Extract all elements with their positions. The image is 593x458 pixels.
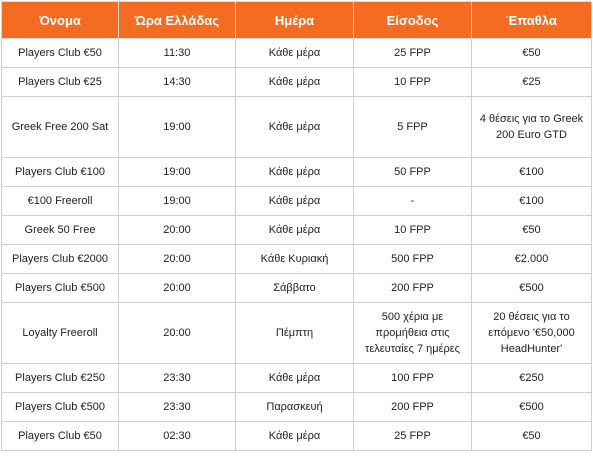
cell-entry: 25 FPP	[353, 38, 472, 68]
cell-name: Players Club €100	[1, 157, 119, 187]
cell-time: 14:30	[118, 67, 236, 97]
cell-name: Greek Free 200 Sat	[1, 96, 119, 158]
cell-name: Players Club €25	[1, 67, 119, 97]
cell-name: Players Club €50	[1, 38, 119, 68]
cell-time: 19:00	[118, 157, 236, 187]
cell-name: €100 Freeroll	[1, 186, 119, 216]
cell-time: 19:00	[118, 96, 236, 158]
cell-prize: €100	[471, 186, 592, 216]
cell-day: Κάθε μέρα	[235, 67, 354, 97]
cell-prize: €250	[471, 363, 592, 393]
cell-prize: €50	[471, 421, 592, 451]
cell-time: 20:00	[118, 302, 236, 364]
cell-prize: 4 θέσεις για το Greek 200 Euro GTD	[471, 96, 592, 158]
table-row: Players Club €50 11:30 Κάθε μέρα 25 FPP …	[1, 38, 592, 68]
table-row: Greek 50 Free 20:00 Κάθε μέρα 10 FPP €50	[1, 215, 592, 245]
table-row: Players Club €500 23:30 Παρασκευή 200 FP…	[1, 392, 592, 422]
cell-entry: 200 FPP	[353, 392, 472, 422]
cell-day: Κάθε μέρα	[235, 96, 354, 158]
table-row: Players Club €25 14:30 Κάθε μέρα 10 FPP …	[1, 67, 592, 97]
cell-entry: 10 FPP	[353, 67, 472, 97]
cell-time: 19:00	[118, 186, 236, 216]
cell-entry: 500 FPP	[353, 244, 472, 274]
header-name: Όνομα	[1, 1, 119, 39]
cell-name: Players Club €250	[1, 363, 119, 393]
cell-time: 20:00	[118, 215, 236, 245]
cell-entry: 10 FPP	[353, 215, 472, 245]
cell-prize: €500	[471, 392, 592, 422]
table-row: Players Club €250 23:30 Κάθε μέρα 100 FP…	[1, 363, 592, 393]
table-row: Greek Free 200 Sat 19:00 Κάθε μέρα 5 FPP…	[1, 96, 592, 158]
cell-prize: €100	[471, 157, 592, 187]
cell-name: Loyalty Freeroll	[1, 302, 119, 364]
cell-entry: 200 FPP	[353, 273, 472, 303]
cell-day: Σάββατο	[235, 273, 354, 303]
cell-day: Κάθε μέρα	[235, 421, 354, 451]
cell-time: 23:30	[118, 392, 236, 422]
table-row: Players Club €50 02:30 Κάθε μέρα 25 FPP …	[1, 421, 592, 451]
cell-day: Κάθε μέρα	[235, 186, 354, 216]
cell-entry: 25 FPP	[353, 421, 472, 451]
tournament-schedule-table: Όνομα Ώρα Ελλάδας Ημέρα Είσοδος Έπαθλα P…	[1, 1, 592, 451]
header-entry: Είσοδος	[353, 1, 472, 39]
cell-day: Κάθε μέρα	[235, 157, 354, 187]
header-day: Ημέρα	[235, 1, 354, 39]
cell-prize: €50	[471, 38, 592, 68]
cell-prize: €2.000	[471, 244, 592, 274]
cell-day: Κάθε μέρα	[235, 38, 354, 68]
cell-time: 02:30	[118, 421, 236, 451]
header-prizes: Έπαθλα	[471, 1, 592, 39]
header-row: Όνομα Ώρα Ελλάδας Ημέρα Είσοδος Έπαθλα	[1, 1, 592, 39]
cell-prize: €50	[471, 215, 592, 245]
cell-name: Greek 50 Free	[1, 215, 119, 245]
header-greek-time: Ώρα Ελλάδας	[118, 1, 236, 39]
cell-time: 20:00	[118, 244, 236, 274]
cell-time: 11:30	[118, 38, 236, 68]
table-row: Players Club €2000 20:00 Κάθε Κυριακή 50…	[1, 244, 592, 274]
cell-prize: €500	[471, 273, 592, 303]
cell-day: Παρασκευή	[235, 392, 354, 422]
cell-time: 23:30	[118, 363, 236, 393]
cell-name: Players Club €2000	[1, 244, 119, 274]
cell-entry: 100 FPP	[353, 363, 472, 393]
cell-day: Κάθε μέρα	[235, 215, 354, 245]
cell-prize: 20 θέσεις για το επόμενο '€50,000 HeadHu…	[471, 302, 592, 364]
cell-name: Players Club €500	[1, 273, 119, 303]
cell-entry: 500 χέρια με προμήθεια στις τελευταίες 7…	[353, 302, 472, 364]
cell-entry: 5 FPP	[353, 96, 472, 158]
cell-day: Κάθε Κυριακή	[235, 244, 354, 274]
cell-entry: -	[353, 186, 472, 216]
cell-name: Players Club €500	[1, 392, 119, 422]
cell-entry: 50 FPP	[353, 157, 472, 187]
table-row: Loyalty Freeroll 20:00 Πέμπτη 500 χέρια …	[1, 302, 592, 364]
cell-day: Κάθε μέρα	[235, 363, 354, 393]
cell-prize: €25	[471, 67, 592, 97]
table-row: Players Club €100 19:00 Κάθε μέρα 50 FPP…	[1, 157, 592, 187]
table-row: €100 Freeroll 19:00 Κάθε μέρα - €100	[1, 186, 592, 216]
cell-time: 20:00	[118, 273, 236, 303]
table-row: Players Club €500 20:00 Σάββατο 200 FPP …	[1, 273, 592, 303]
cell-day: Πέμπτη	[235, 302, 354, 364]
cell-name: Players Club €50	[1, 421, 119, 451]
